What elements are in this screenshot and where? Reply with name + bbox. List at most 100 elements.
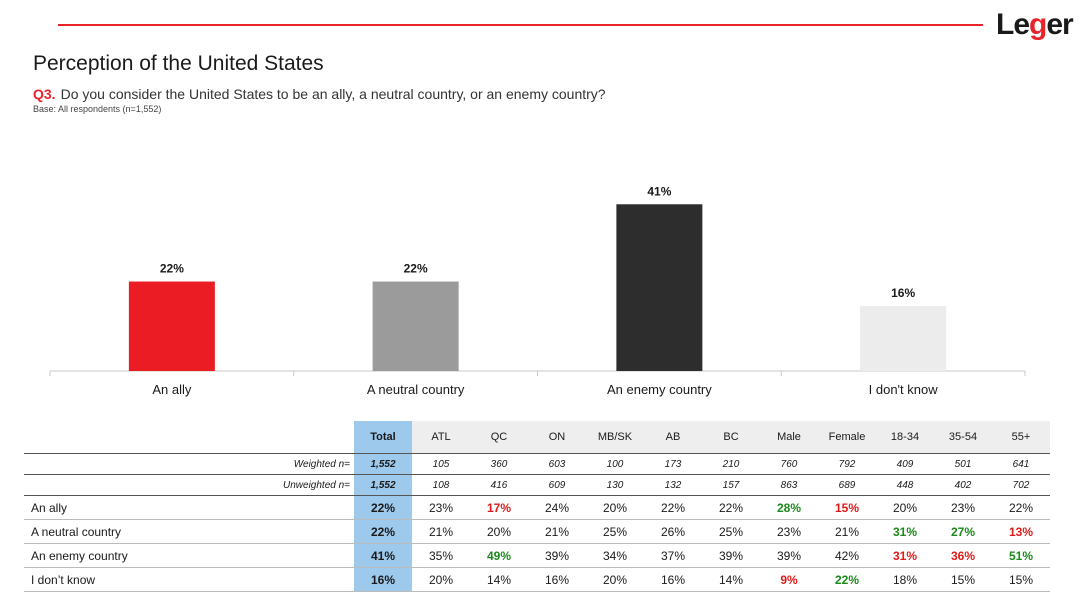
- table-cell: 25%: [586, 519, 644, 544]
- table-cell: 16%: [644, 567, 702, 592]
- sample-size-cell: 689: [818, 474, 876, 496]
- table-cell: 49%: [470, 543, 528, 568]
- category-label: I don't know: [869, 382, 939, 397]
- sample-size-cell: 173: [644, 453, 702, 475]
- sample-size-cell: 416: [470, 474, 528, 496]
- table-cell: 14%: [470, 567, 528, 592]
- row-label: An enemy country: [24, 543, 354, 568]
- sample-size-cell: 501: [934, 453, 992, 475]
- table-cell: 22%: [702, 495, 760, 520]
- table-cell: 15%: [818, 495, 876, 520]
- table-cell: 23%: [934, 495, 992, 520]
- table-cell: 18%: [876, 567, 934, 592]
- crosstab-table: Total ATL QC ON MB/SK AB BC Male Female 18-34 35-5…: [24, 421, 1050, 592]
- table-cell: 22%: [818, 567, 876, 592]
- table-cell: 23%: [760, 519, 818, 544]
- sample-size-cell: 792: [818, 453, 876, 475]
- table-cell: 9%: [760, 567, 818, 592]
- sample-size-cell: 1,552: [354, 474, 412, 496]
- table-cell: 39%: [528, 543, 586, 568]
- table-cell: 20%: [586, 567, 644, 592]
- row-label: I don’t know: [24, 567, 354, 592]
- sample-size-cell: 603: [528, 453, 586, 475]
- table-cell: 39%: [702, 543, 760, 568]
- top-red-rule: [58, 24, 983, 26]
- sample-size-label: Weighted n=: [24, 453, 354, 475]
- row-label: An ally: [24, 495, 354, 520]
- sample-size-cell: 132: [644, 474, 702, 496]
- table-cell: 21%: [412, 519, 470, 544]
- table-cell: 23%: [412, 495, 470, 520]
- table-cell: 15%: [992, 567, 1050, 592]
- table-cell: 51%: [992, 543, 1050, 568]
- column-header: QC: [470, 421, 528, 454]
- sample-size-row: Weighted n= 1,552 105 360 603 100 173 210 760 792…: [24, 453, 1050, 475]
- sample-size-label: Unweighted n=: [24, 474, 354, 496]
- sample-size-cell: 609: [528, 474, 586, 496]
- table-header-row: Total ATL QC ON MB/SK AB BC Male Female 18-34 35-5…: [24, 421, 1050, 454]
- table-cell: 22%: [354, 519, 412, 544]
- column-header: 35-54: [934, 421, 992, 454]
- column-header: Total: [354, 421, 412, 454]
- sample-size-cell: 157: [702, 474, 760, 496]
- table-cell: 20%: [470, 519, 528, 544]
- table-cell: 15%: [934, 567, 992, 592]
- column-header: ATL: [412, 421, 470, 454]
- table-row: An ally 22% 23% 17% 24% 20% 22% 22% 28% 15% 20% 23%…: [24, 495, 1050, 520]
- table-cell: 27%: [934, 519, 992, 544]
- category-label: A neutral country: [367, 382, 465, 397]
- table-cell: 35%: [412, 543, 470, 568]
- table-cell: 28%: [760, 495, 818, 520]
- sample-size-cell: 130: [586, 474, 644, 496]
- row-label: A neutral country: [24, 519, 354, 544]
- column-header: AB: [644, 421, 702, 454]
- table-cell: 13%: [992, 519, 1050, 544]
- table-cell: 34%: [586, 543, 644, 568]
- column-header: 18-34: [876, 421, 934, 454]
- bar-value-label: 22%: [404, 262, 428, 276]
- table-cell: 20%: [412, 567, 470, 592]
- bar: [860, 305, 947, 371]
- column-header: Female: [818, 421, 876, 454]
- page-title: Perception of the United States: [33, 52, 324, 75]
- table-cell: 31%: [876, 543, 934, 568]
- column-header: 55+: [992, 421, 1050, 454]
- bar: [616, 204, 703, 371]
- table-cell: 26%: [644, 519, 702, 544]
- table-cell: 14%: [702, 567, 760, 592]
- table-cell: 21%: [528, 519, 586, 544]
- sample-size-cell: 1,552: [354, 453, 412, 475]
- header-blank: [24, 421, 354, 454]
- table-cell: 36%: [934, 543, 992, 568]
- table-cell: 25%: [702, 519, 760, 544]
- question-text: Q3. Do you consider the United States to …: [33, 86, 606, 102]
- table-cell: 21%: [818, 519, 876, 544]
- sample-size-cell: 360: [470, 453, 528, 475]
- table-cell: 22%: [644, 495, 702, 520]
- column-header: ON: [528, 421, 586, 454]
- table-cell: 20%: [876, 495, 934, 520]
- sample-size-cell: 409: [876, 453, 934, 475]
- bar: [128, 281, 215, 371]
- sample-size-cell: 108: [412, 474, 470, 496]
- category-label: An ally: [152, 382, 192, 397]
- sample-size-cell: 210: [702, 453, 760, 475]
- table-row: An enemy country 41% 35% 49% 39% 34% 37% 39% 39%…: [24, 543, 1050, 568]
- sample-size-cell: 448: [876, 474, 934, 496]
- sample-size-cell: 641: [992, 453, 1050, 475]
- bar-value-label: 41%: [647, 184, 671, 198]
- bar-value-label: 22%: [160, 262, 184, 276]
- leger-logo: Leger: [996, 8, 1074, 41]
- bar-chart: 22% An ally 22% A neutral country 41% An enem…: [49, 184, 1026, 397]
- table-cell: 16%: [528, 567, 586, 592]
- table-cell: 39%: [760, 543, 818, 568]
- table-cell: 31%: [876, 519, 934, 544]
- table-row: A neutral country 22% 21% 20% 21% 25% 26% 25% 23…: [24, 519, 1050, 544]
- bar: [372, 281, 459, 371]
- table-cell: 22%: [992, 495, 1050, 520]
- column-header: BC: [702, 421, 760, 454]
- sample-size-cell: 760: [760, 453, 818, 475]
- table-row: I don’t know 16% 20% 14% 16% 20% 16% 14% 9% 22% 18…: [24, 567, 1050, 592]
- column-header: Male: [760, 421, 818, 454]
- question-number: Q3.: [33, 86, 56, 102]
